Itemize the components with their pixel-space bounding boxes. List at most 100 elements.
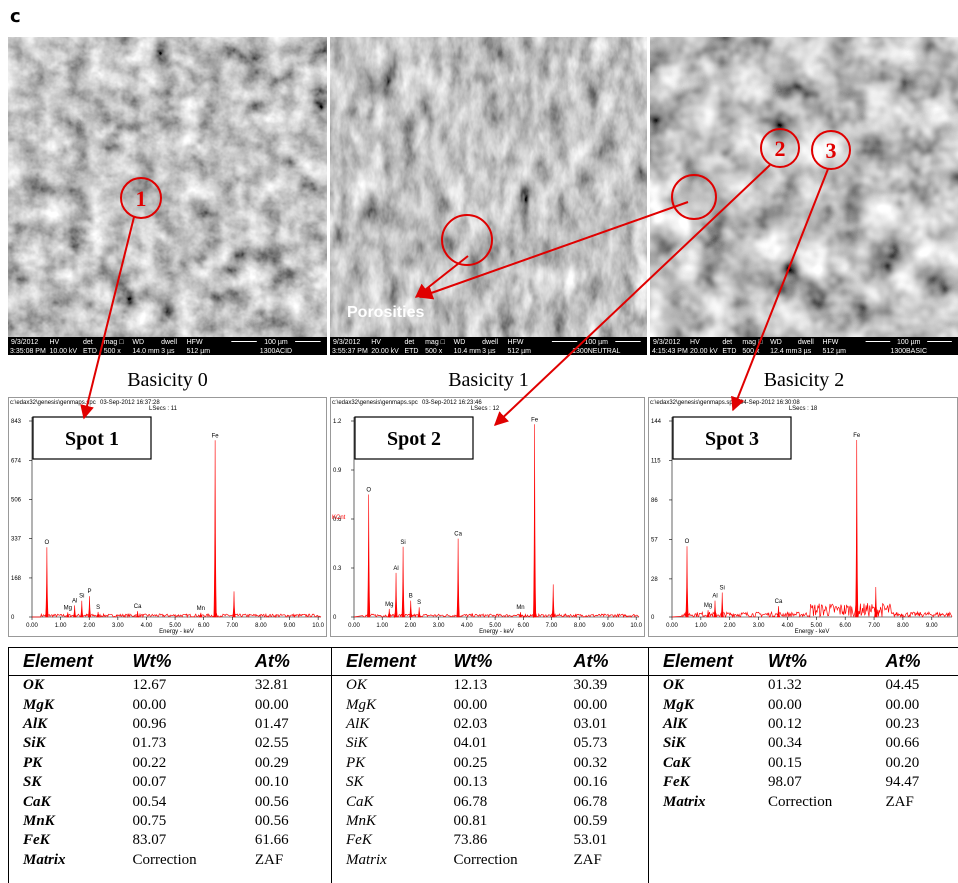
value-cell: 04.45 <box>885 677 920 694</box>
element-cell: AlK <box>23 715 48 732</box>
spectra: c:\edax32\genesis\genmaps.spc 03-Sep-2012… <box>8 397 958 637</box>
x-tick-label: 8.00 <box>897 623 909 629</box>
porosity-circle <box>671 174 717 220</box>
table-row: Matrix Correction ZAF <box>332 851 648 870</box>
peak-label: Ca <box>775 599 783 605</box>
peak <box>80 600 84 618</box>
header-cell: Wt% <box>118 648 241 676</box>
element-table: Element Wt% At% OK 01.32 04.45 MgK 00.00 00.00 Al… <box>649 648 958 812</box>
info-scale: 100 µm <box>264 339 288 346</box>
info-header: HV <box>371 339 381 346</box>
info-header: WD <box>770 339 782 346</box>
spectrum-noise <box>671 602 953 619</box>
peak-label: O <box>45 540 50 546</box>
element-cell: OK <box>663 677 684 694</box>
info-scale: 100 µm <box>897 339 921 346</box>
arrow <box>493 164 771 426</box>
value-cell: 00.00 <box>885 696 920 713</box>
y-tick-label: 57 <box>651 537 658 543</box>
table-separator <box>648 647 649 883</box>
x-tick-label: 2.00 <box>83 623 95 629</box>
y-tick-label: 0.3 <box>333 566 342 572</box>
info-value: 512 µm <box>822 348 846 355</box>
value-cell: 00.20 <box>885 754 920 771</box>
value-cell: 00.00 <box>768 696 802 713</box>
x-tick-label: 2.00 <box>405 623 417 629</box>
table-row: OK 12.67 32.81 <box>9 676 331 696</box>
info-header: dwell <box>798 339 814 346</box>
element-cell: Matrix <box>663 793 706 810</box>
y-tick-label: 0 <box>651 615 655 621</box>
peak <box>198 612 203 618</box>
y-tick-label: 28 <box>651 577 658 583</box>
value-cell: 98.07 <box>768 774 802 791</box>
y-tick-label: 1.2 <box>333 419 342 425</box>
info-value: 12.4 mm <box>770 348 797 355</box>
peak <box>518 612 523 618</box>
spot-box <box>672 416 792 460</box>
x-tick-label: 0.00 <box>666 623 678 629</box>
sem-image <box>330 37 647 337</box>
info-time: 3:55:37 PM <box>332 348 368 355</box>
table-row: OK 12.13 30.39 <box>332 676 648 696</box>
spot-label: Spot 3 <box>705 428 759 450</box>
x-tick-label: 6.00 <box>517 623 529 629</box>
x-tick-label: 8.00 <box>574 623 586 629</box>
panel-label: c <box>10 6 21 27</box>
spot-box <box>354 416 474 460</box>
y-tick-label: 0 <box>333 615 337 621</box>
peak-label: S <box>417 600 421 606</box>
header-cell: Element <box>9 648 119 676</box>
x-tick-label: 3.00 <box>753 623 765 629</box>
peak-label: P <box>88 589 92 595</box>
peak <box>87 596 92 618</box>
info-header: det <box>722 339 732 346</box>
spot-number: 1 <box>136 186 147 211</box>
x-tick-label: 1.00 <box>376 623 388 629</box>
table-row: MgK 00.00 00.00 <box>332 695 648 714</box>
x-tick-label: 9.00 <box>284 623 296 629</box>
value-cell: 02.03 <box>453 715 488 732</box>
element-cell: OK <box>23 677 44 694</box>
value-cell: 00.75 <box>132 812 167 829</box>
spot-circle <box>120 177 162 219</box>
value-cell: 00.00 <box>254 696 289 713</box>
table-separator <box>331 647 332 883</box>
peak-label: Al <box>712 594 717 600</box>
info-header: HFW <box>187 339 203 346</box>
info-value: 14.0 mm <box>132 348 159 355</box>
value-cell: 00.34 <box>768 735 802 752</box>
peak <box>409 600 413 618</box>
spectrum-file: c:\edax32\genesis\genmaps.spc <box>332 400 418 406</box>
value-cell: ZAF <box>885 793 914 810</box>
peak <box>96 611 101 618</box>
info-value: 3 µs <box>482 348 496 355</box>
peak <box>72 605 77 618</box>
element-cell: PK <box>346 754 366 771</box>
info-value: ETD <box>83 348 97 355</box>
peak-label: Ca <box>454 532 462 538</box>
table-row: CaK 00.15 00.20 <box>649 754 958 773</box>
value-cell: 00.54 <box>132 793 167 810</box>
info-header: HFW <box>508 339 524 346</box>
x-axis-label: Energy - keV <box>479 629 514 635</box>
y-tick-label: 86 <box>651 498 658 504</box>
peak <box>367 494 371 618</box>
info-value: 3 µs <box>161 348 175 355</box>
table-row: SK 00.13 00.16 <box>332 773 648 792</box>
y-tick-label: 0 <box>11 615 15 621</box>
peak-label: O <box>366 488 371 494</box>
peak-label: Mg <box>64 605 72 611</box>
value-cell: 00.29 <box>254 754 289 771</box>
spot-label: Spot 2 <box>387 428 441 450</box>
value-cell: 00.59 <box>573 812 608 829</box>
value-cell: 00.96 <box>132 715 167 732</box>
peak <box>855 440 859 618</box>
x-tick-label: 0.00 <box>26 623 38 629</box>
value-cell: 00.25 <box>453 754 488 771</box>
info-header: HV <box>49 339 59 346</box>
header-cell: At% <box>871 648 958 676</box>
info-value: 500 x <box>425 348 443 355</box>
